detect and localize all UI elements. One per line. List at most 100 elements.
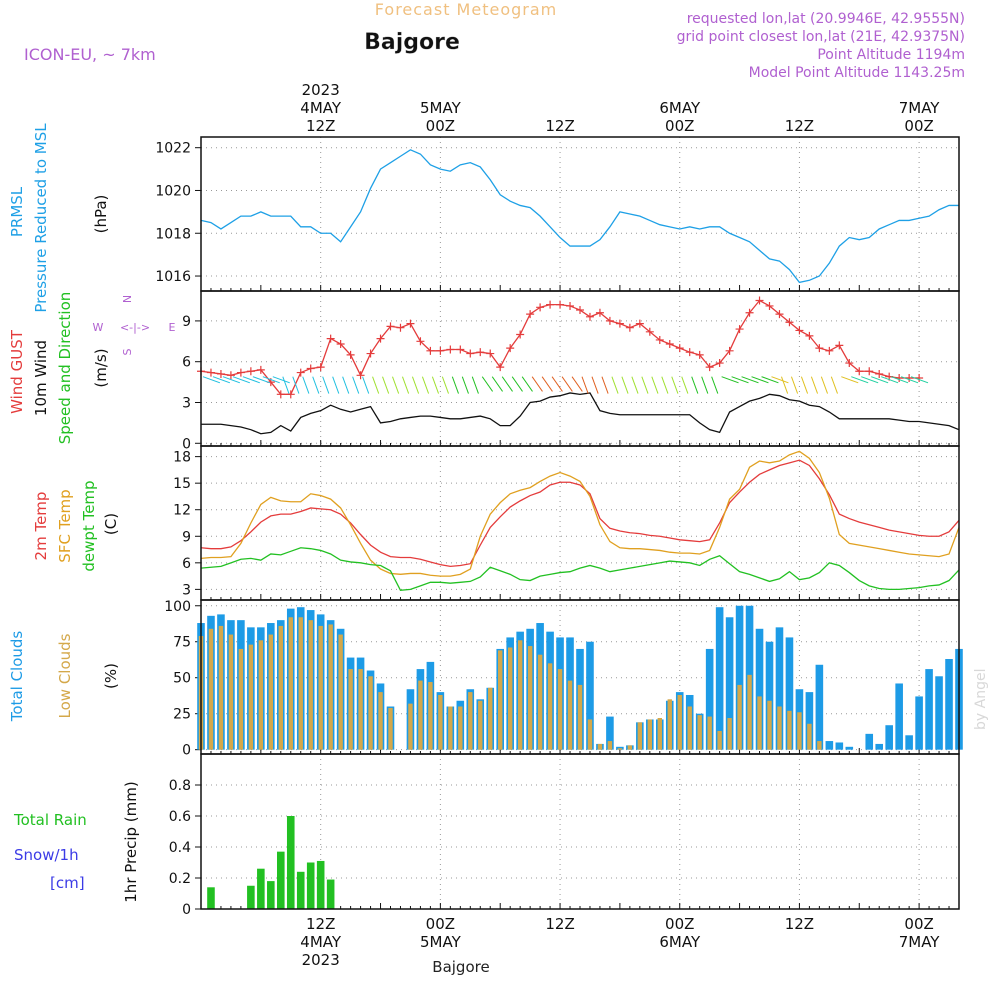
label-10m-wind: 10m Wind — [32, 340, 50, 416]
cloud-bar-low — [248, 644, 254, 750]
gust-point — [276, 390, 285, 399]
precip-bar — [207, 887, 215, 909]
label-ms: (m/s) — [92, 348, 110, 387]
y-tick-label: 3 — [182, 395, 191, 411]
wind-arrow — [232, 376, 251, 384]
wind-arrow — [541, 376, 553, 392]
y-tick-label: 50 — [173, 671, 191, 687]
cloud-bar-low — [258, 640, 264, 750]
gust-point — [376, 334, 385, 343]
gust-point — [446, 345, 455, 354]
cloud-bar-low — [777, 706, 782, 750]
cloud-bar-total — [586, 641, 594, 750]
label-precip-mm: 1hr Precip (mm) — [122, 781, 140, 902]
label-sfc-temp: SFC Temp — [56, 489, 74, 562]
gust-point — [795, 326, 804, 335]
cloud-bar-total — [875, 743, 884, 750]
time-label-top: 5MAY — [420, 99, 462, 117]
wind-arrow — [900, 376, 919, 384]
precip-bar — [316, 860, 325, 909]
cloud-bar-low — [757, 696, 762, 750]
wind-arrow — [531, 376, 543, 392]
cloud-bar-low — [767, 700, 772, 750]
gust-point — [905, 374, 914, 383]
series-line-10m-wind — [201, 392, 960, 435]
series-line-pressure — [200, 149, 959, 284]
gust-point — [705, 363, 714, 372]
cloud-bar-total — [616, 746, 624, 750]
cloud-bar-total — [785, 637, 794, 750]
cloud-bar-low — [308, 620, 313, 750]
time-label-bottom: 00Z — [426, 915, 455, 933]
wind-arrow — [810, 376, 819, 394]
y-tick-label: 0.2 — [169, 871, 191, 887]
gust-point — [436, 346, 445, 355]
cloud-bar-total — [825, 741, 834, 750]
gust-point — [645, 327, 654, 336]
panel-precip: 0 0.2 0.4 0.6 0.8 — [169, 753, 960, 918]
wind-arrow — [871, 376, 889, 384]
cloud-bar-low — [737, 684, 742, 750]
gust-point — [835, 341, 844, 350]
cloud-bar-low — [617, 748, 623, 750]
info-line-4: Model Point Altitude 1143.25m — [749, 65, 965, 81]
cloud-bar-low — [298, 617, 303, 750]
panel-frame — [200, 445, 960, 601]
gust-point — [855, 367, 864, 376]
cloud-bar-low — [278, 625, 283, 750]
y-tick-label: 0 — [182, 743, 191, 759]
precip-bar — [326, 879, 335, 909]
cloud-bar-low — [268, 634, 274, 750]
gust-point — [326, 334, 335, 343]
y-tick-label: 1016 — [155, 269, 191, 285]
time-label-bottom: 2023 — [302, 951, 340, 969]
location-title: Bajgore — [364, 30, 460, 55]
y-tick-label: 0 — [182, 902, 191, 918]
gust-point — [476, 348, 485, 357]
wind-arrow — [601, 376, 609, 394]
gust-point — [825, 346, 834, 355]
gust-point — [306, 364, 315, 373]
wind-arrow — [681, 376, 689, 394]
cloud-bar-low — [717, 730, 722, 750]
cloud-bar-low — [498, 650, 503, 750]
wind-arrow — [332, 376, 340, 394]
wind-arrow — [421, 376, 430, 394]
precip-bar — [276, 851, 285, 909]
time-label-bottom: 00Z — [665, 915, 694, 933]
gust-point — [206, 368, 215, 377]
y-tick-label: 100 — [164, 599, 191, 615]
cloud-bar-low — [228, 634, 234, 750]
wind-arrow — [671, 376, 679, 394]
gust-point — [695, 350, 704, 359]
wind-arrow — [431, 376, 440, 394]
cloud-bar-total — [765, 641, 774, 750]
compass-e: E — [169, 321, 176, 334]
label-total-clouds: Total Clouds — [8, 631, 26, 723]
wind-arrow — [342, 376, 350, 394]
compass-arrow: <-|-> — [120, 321, 150, 334]
label-c: (C) — [102, 513, 120, 535]
wind-arrow — [661, 376, 669, 394]
cloud-bar-low — [557, 669, 563, 750]
info-line-3: Point Altitude 1194m — [817, 47, 965, 63]
y-tick-label: 0.4 — [169, 840, 191, 856]
cloud-bar-total — [805, 692, 814, 750]
wind-arrow — [362, 376, 370, 394]
wind-arrow — [292, 376, 300, 394]
gust-point — [526, 310, 535, 319]
cloud-bar-low — [428, 682, 433, 750]
cloud-bar-low — [358, 669, 363, 750]
y-tick-label: 9 — [182, 314, 191, 330]
wind-arrow — [411, 376, 420, 394]
y-tick-label: 6 — [182, 556, 191, 572]
panel-frame — [200, 136, 960, 292]
gust-point — [316, 363, 325, 372]
wind-arrow — [881, 376, 899, 384]
model-label: ICON-EU, ~ 7km — [24, 45, 156, 64]
time-label-bottom: 00Z — [904, 915, 933, 933]
gust-point — [675, 344, 684, 353]
cloud-bar-low — [318, 625, 323, 750]
wind-arrow — [830, 376, 838, 394]
